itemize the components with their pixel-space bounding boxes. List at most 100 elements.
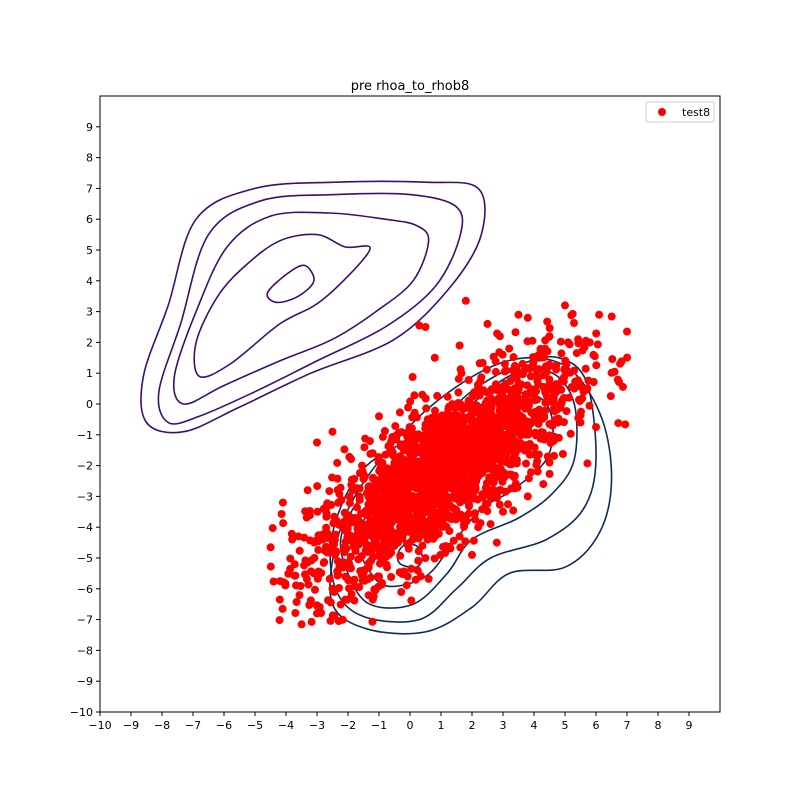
scatter-point: [480, 416, 489, 425]
scatter-point: [486, 438, 494, 447]
scatter-point: [481, 484, 490, 492]
scatter-point: [410, 408, 419, 417]
scatter-point: [478, 452, 487, 461]
scatter-point: [506, 377, 515, 385]
scatter-point: [341, 595, 350, 604]
scatter-point: [545, 324, 554, 333]
scatter-point: [467, 463, 476, 471]
scatter-point: [321, 503, 330, 512]
scatter-point: [478, 505, 487, 514]
scatter-point: [397, 588, 406, 596]
scatter-point: [592, 329, 601, 338]
scatter-point: [498, 350, 507, 359]
scatter-point: [580, 343, 589, 352]
scatter-point: [268, 524, 277, 533]
y-tick-label: 6: [86, 213, 93, 226]
scatter-point: [441, 467, 450, 476]
scatter-point: [455, 341, 464, 350]
scatter-point: [570, 319, 578, 327]
scatter-point: [508, 366, 517, 375]
scatter-point: [377, 549, 386, 558]
scatter-point: [424, 449, 433, 458]
scatter-point: [528, 390, 537, 398]
scatter-point: [360, 443, 369, 452]
scatter-point: [452, 427, 460, 436]
scatter-point: [420, 501, 429, 509]
y-tick-label: −4: [77, 521, 93, 534]
x-tick-label: −9: [123, 719, 139, 732]
scatter-point: [538, 346, 547, 355]
scatter-point: [534, 450, 543, 459]
y-tick-label: −6: [77, 583, 93, 596]
x-tick-label: 7: [624, 719, 631, 732]
scatter-point: [387, 573, 396, 581]
scatter-point: [574, 339, 583, 348]
scatter-point: [496, 394, 505, 402]
scatter-point: [309, 569, 318, 578]
x-tick-label: 9: [686, 719, 693, 732]
scatter-point: [319, 558, 328, 567]
scatter-point: [516, 431, 525, 440]
scatter-point: [462, 517, 471, 525]
scatter-point: [513, 398, 522, 407]
scatter-point: [593, 340, 602, 349]
y-tick-label: 1: [86, 367, 93, 380]
scatter-point: [368, 595, 377, 604]
scatter-point: [357, 552, 366, 561]
scatter-point: [342, 513, 351, 522]
scatter-point: [480, 428, 489, 437]
scatter-point: [411, 500, 420, 509]
scatter-point: [578, 394, 587, 403]
y-tick-label: −5: [77, 552, 93, 565]
scatter-point: [429, 453, 438, 462]
scatter-point: [534, 380, 543, 389]
scatter-point: [351, 582, 359, 591]
scatter-point: [518, 359, 527, 368]
scatter-point: [616, 359, 625, 368]
scatter-point: [313, 609, 321, 618]
scatter-point: [334, 498, 343, 507]
scatter-point: [365, 491, 374, 499]
scatter-point: [292, 598, 301, 606]
scatter-point: [314, 537, 323, 546]
scatter-point: [418, 390, 427, 399]
scatter-point: [448, 458, 457, 467]
x-tick-label: −10: [88, 719, 111, 732]
scatter-point: [464, 376, 473, 384]
scatter-point: [493, 489, 502, 498]
scatter-point: [431, 524, 440, 533]
scatter-point: [305, 601, 314, 609]
scatter-point: [445, 527, 454, 535]
scatter-point: [336, 600, 345, 609]
scatter-point: [592, 361, 601, 370]
y-tick-label: 8: [86, 152, 93, 165]
scatter-point: [414, 443, 422, 452]
scatter-point: [345, 499, 354, 508]
scatter-point: [278, 498, 287, 507]
scatter-point: [539, 480, 548, 489]
scatter-point: [306, 536, 315, 545]
scatter-point: [523, 337, 532, 346]
scatter-point: [464, 425, 472, 434]
scatter-point: [407, 424, 416, 433]
scatter-point: [472, 424, 481, 433]
scatter-point: [437, 437, 446, 446]
scatter-point: [387, 506, 396, 515]
scatter-point: [400, 509, 408, 518]
scatter-point: [456, 543, 465, 552]
scatter-point: [495, 401, 504, 410]
scatter-point: [478, 493, 487, 502]
scatter-point: [519, 370, 527, 379]
scatter-point: [505, 344, 514, 353]
scatter-point: [492, 454, 501, 463]
scatter-point: [514, 310, 523, 319]
scatter-point: [361, 546, 370, 555]
scatter-point: [430, 516, 439, 525]
scatter-point: [554, 433, 563, 442]
x-tick-label: 4: [531, 719, 538, 732]
scatter-point: [530, 411, 539, 420]
scatter-point: [372, 508, 380, 517]
scatter-point: [387, 437, 396, 445]
scatter-point: [411, 575, 420, 584]
